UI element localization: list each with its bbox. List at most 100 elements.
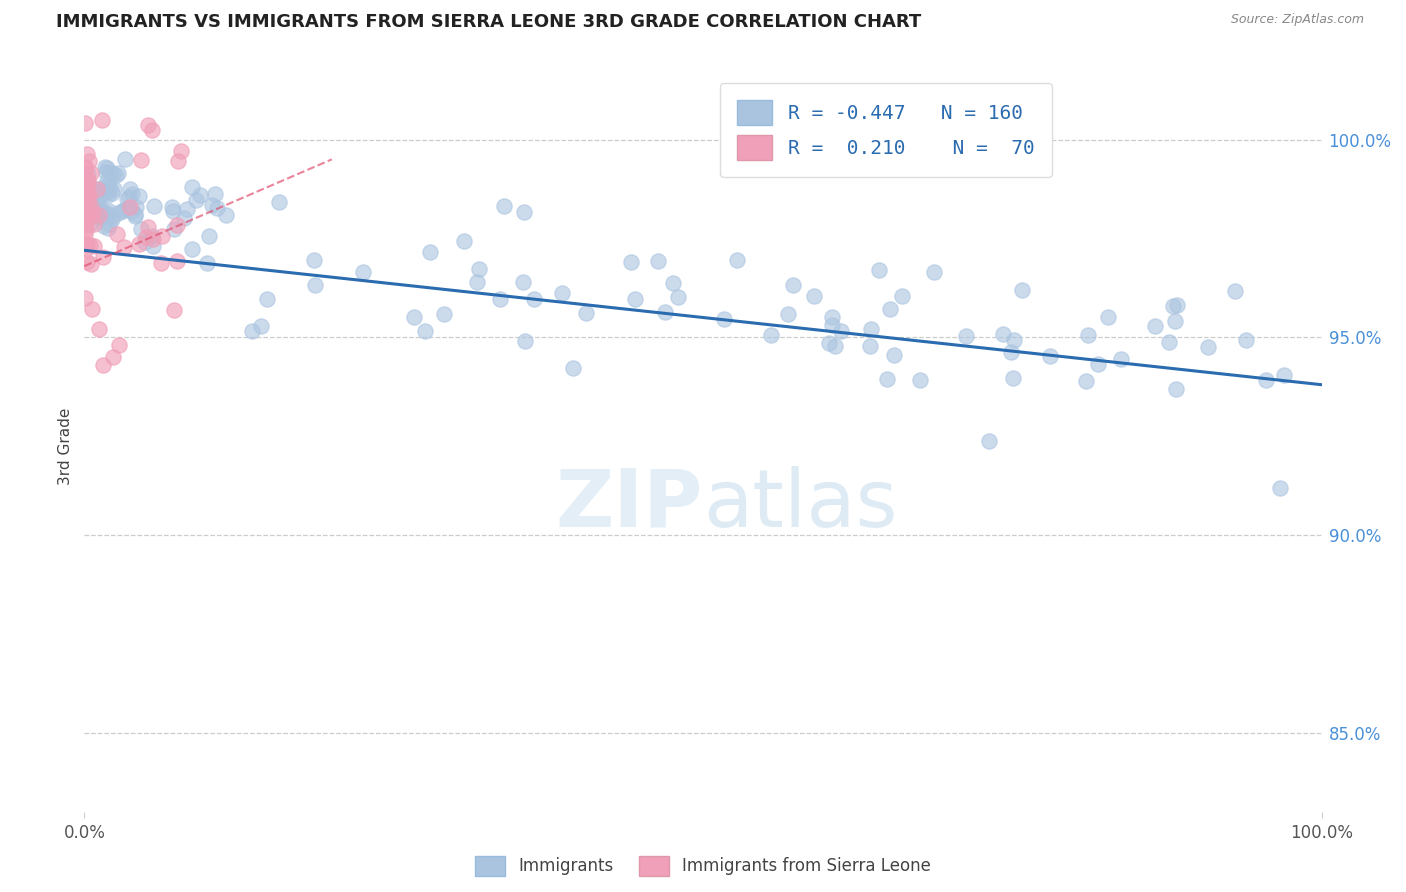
Point bbox=[759, 328, 782, 343]
Point bbox=[1197, 340, 1219, 354]
Point bbox=[135, 230, 157, 244]
Point bbox=[1097, 310, 1119, 325]
Point bbox=[121, 203, 143, 218]
Point bbox=[77, 190, 100, 204]
Point bbox=[80, 166, 103, 180]
Point bbox=[908, 373, 931, 387]
Point bbox=[1166, 298, 1188, 312]
Point bbox=[96, 206, 118, 220]
Point bbox=[562, 361, 585, 376]
Point bbox=[77, 205, 100, 219]
Point bbox=[80, 302, 103, 317]
Point bbox=[107, 206, 129, 220]
Point bbox=[419, 244, 441, 259]
Point bbox=[79, 238, 101, 252]
Point bbox=[249, 319, 271, 334]
Point bbox=[468, 261, 491, 276]
Point bbox=[83, 239, 105, 253]
Point bbox=[134, 235, 156, 249]
Point bbox=[90, 186, 112, 201]
Point bbox=[120, 182, 142, 196]
Point bbox=[240, 324, 263, 338]
Point bbox=[173, 211, 195, 225]
Point bbox=[93, 250, 115, 264]
Point bbox=[129, 153, 152, 168]
Point bbox=[96, 174, 118, 188]
Point bbox=[142, 232, 165, 246]
Point bbox=[77, 194, 100, 208]
Point bbox=[82, 197, 104, 211]
Point bbox=[77, 201, 100, 215]
Point bbox=[79, 257, 101, 271]
Point bbox=[180, 180, 202, 194]
Point bbox=[859, 322, 882, 336]
Point bbox=[141, 123, 163, 137]
Point bbox=[76, 178, 98, 192]
Point bbox=[166, 219, 188, 233]
Point bbox=[73, 201, 96, 215]
Point bbox=[184, 193, 207, 207]
Point bbox=[924, 265, 946, 279]
Point bbox=[1087, 357, 1109, 371]
Point bbox=[1077, 327, 1099, 342]
Point bbox=[98, 165, 121, 179]
Point bbox=[83, 217, 105, 231]
Point bbox=[141, 229, 163, 244]
Point bbox=[112, 202, 135, 217]
Legend: Immigrants, Immigrants from Sierra Leone: Immigrants, Immigrants from Sierra Leone bbox=[467, 848, 939, 884]
Point bbox=[624, 292, 647, 306]
Point bbox=[73, 116, 96, 130]
Point bbox=[117, 190, 139, 204]
Point bbox=[76, 192, 98, 206]
Point bbox=[77, 185, 100, 199]
Point bbox=[1002, 370, 1025, 384]
Point bbox=[90, 211, 112, 226]
Point bbox=[76, 254, 98, 268]
Point bbox=[91, 181, 114, 195]
Point bbox=[104, 168, 127, 182]
Point bbox=[73, 238, 96, 252]
Point bbox=[713, 311, 735, 326]
Point bbox=[879, 301, 901, 316]
Point bbox=[1166, 382, 1188, 396]
Point bbox=[352, 265, 374, 279]
Point bbox=[666, 290, 689, 304]
Point bbox=[79, 217, 101, 231]
Point bbox=[1011, 283, 1033, 297]
Point bbox=[162, 203, 184, 218]
Point bbox=[1002, 334, 1025, 348]
Point bbox=[551, 286, 574, 301]
Point bbox=[87, 205, 110, 219]
Point bbox=[98, 217, 121, 231]
Point bbox=[77, 167, 100, 181]
Point bbox=[103, 182, 125, 196]
Point bbox=[118, 200, 141, 214]
Point bbox=[75, 222, 97, 236]
Point bbox=[94, 160, 117, 174]
Point bbox=[256, 292, 278, 306]
Point bbox=[197, 229, 219, 244]
Point bbox=[76, 202, 98, 217]
Point bbox=[1159, 334, 1181, 349]
Point bbox=[883, 349, 905, 363]
Point bbox=[79, 205, 101, 219]
Point bbox=[76, 212, 98, 227]
Point bbox=[89, 204, 111, 219]
Point bbox=[489, 293, 512, 307]
Point bbox=[654, 304, 676, 318]
Point bbox=[820, 310, 842, 324]
Point bbox=[77, 172, 100, 186]
Point bbox=[82, 200, 104, 214]
Point bbox=[77, 196, 100, 211]
Point bbox=[80, 199, 103, 213]
Point bbox=[128, 236, 150, 251]
Point bbox=[128, 189, 150, 203]
Point bbox=[725, 252, 748, 267]
Point bbox=[512, 204, 534, 219]
Point bbox=[86, 181, 108, 195]
Point bbox=[188, 187, 211, 202]
Point bbox=[87, 208, 110, 222]
Point bbox=[89, 202, 111, 217]
Point bbox=[304, 277, 326, 292]
Point bbox=[91, 358, 114, 372]
